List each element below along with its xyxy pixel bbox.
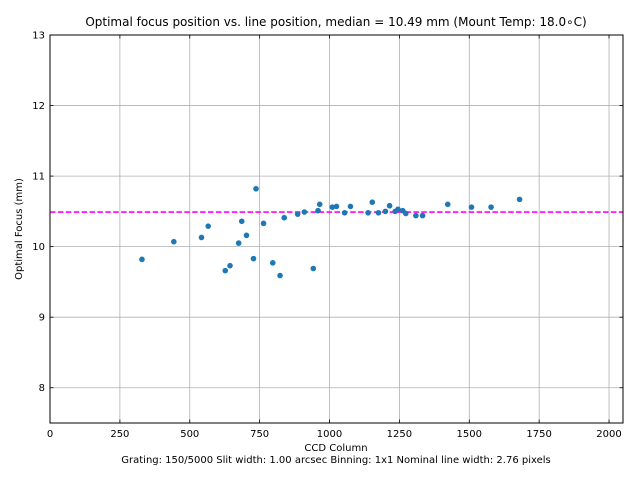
data-point	[382, 208, 389, 215]
data-point	[277, 272, 283, 279]
data-point	[205, 223, 212, 229]
data-point	[171, 238, 177, 245]
x-tick-label: 1750	[526, 429, 551, 440]
data-point	[238, 218, 245, 225]
data-point	[516, 196, 523, 203]
data-point	[369, 199, 376, 205]
plot-frame	[49, 34, 624, 424]
data-points	[139, 185, 523, 279]
data-point	[294, 211, 301, 217]
y-tick-label: 8	[39, 383, 45, 394]
axis-ticks: 0 250 500 750 1000 1250 1500 1750 2000 8 9 10 11 12 13	[32, 31, 623, 440]
chart-title: Optimal focus position vs. line position…	[85, 15, 586, 29]
y-tick-label: 10	[32, 242, 45, 253]
chart-footer: Grating: 150/5000 Slit width: 1.00 arcse…	[121, 455, 550, 466]
data-point	[253, 185, 259, 192]
data-point	[329, 204, 336, 210]
y-tick-label: 9	[39, 313, 45, 324]
data-point	[333, 203, 340, 210]
x-tick-label: 1250	[387, 429, 412, 440]
y-axis-label: Optimal Focus (mm)	[14, 178, 25, 280]
data-point	[444, 201, 451, 208]
data-point	[347, 203, 354, 210]
x-tick-label: 2000	[596, 429, 621, 440]
data-point	[316, 201, 323, 208]
data-point	[386, 202, 393, 209]
data-point	[269, 260, 276, 266]
data-point	[419, 212, 426, 219]
data-point	[375, 209, 382, 216]
data-point	[235, 240, 242, 246]
data-point	[341, 209, 348, 216]
data-point	[243, 232, 250, 239]
data-point	[488, 204, 494, 210]
x-tick-label: 0	[47, 429, 53, 440]
data-point	[281, 214, 288, 221]
data-point	[222, 267, 229, 274]
x-tick-label: 500	[180, 429, 199, 440]
data-point	[468, 204, 475, 210]
data-point	[198, 234, 205, 241]
x-tick-label: 1000	[317, 429, 342, 440]
data-point	[260, 220, 267, 227]
x-tick-label: 1500	[457, 429, 482, 440]
grid	[49, 34, 623, 423]
data-point	[315, 207, 321, 214]
data-point	[403, 210, 409, 217]
data-point	[395, 206, 401, 213]
y-tick-label: 12	[32, 101, 45, 112]
data-point	[250, 255, 257, 262]
x-axis-label: CCD Column	[304, 443, 367, 454]
data-point	[139, 256, 145, 263]
data-point	[310, 265, 317, 272]
y-tick-label: 11	[32, 172, 45, 183]
x-tick-label: 250	[110, 429, 129, 440]
data-point	[413, 212, 419, 219]
data-point	[365, 209, 371, 216]
data-point	[301, 209, 308, 215]
y-tick-label: 13	[32, 31, 45, 42]
data-point	[227, 262, 233, 269]
x-tick-label: 750	[250, 429, 269, 440]
